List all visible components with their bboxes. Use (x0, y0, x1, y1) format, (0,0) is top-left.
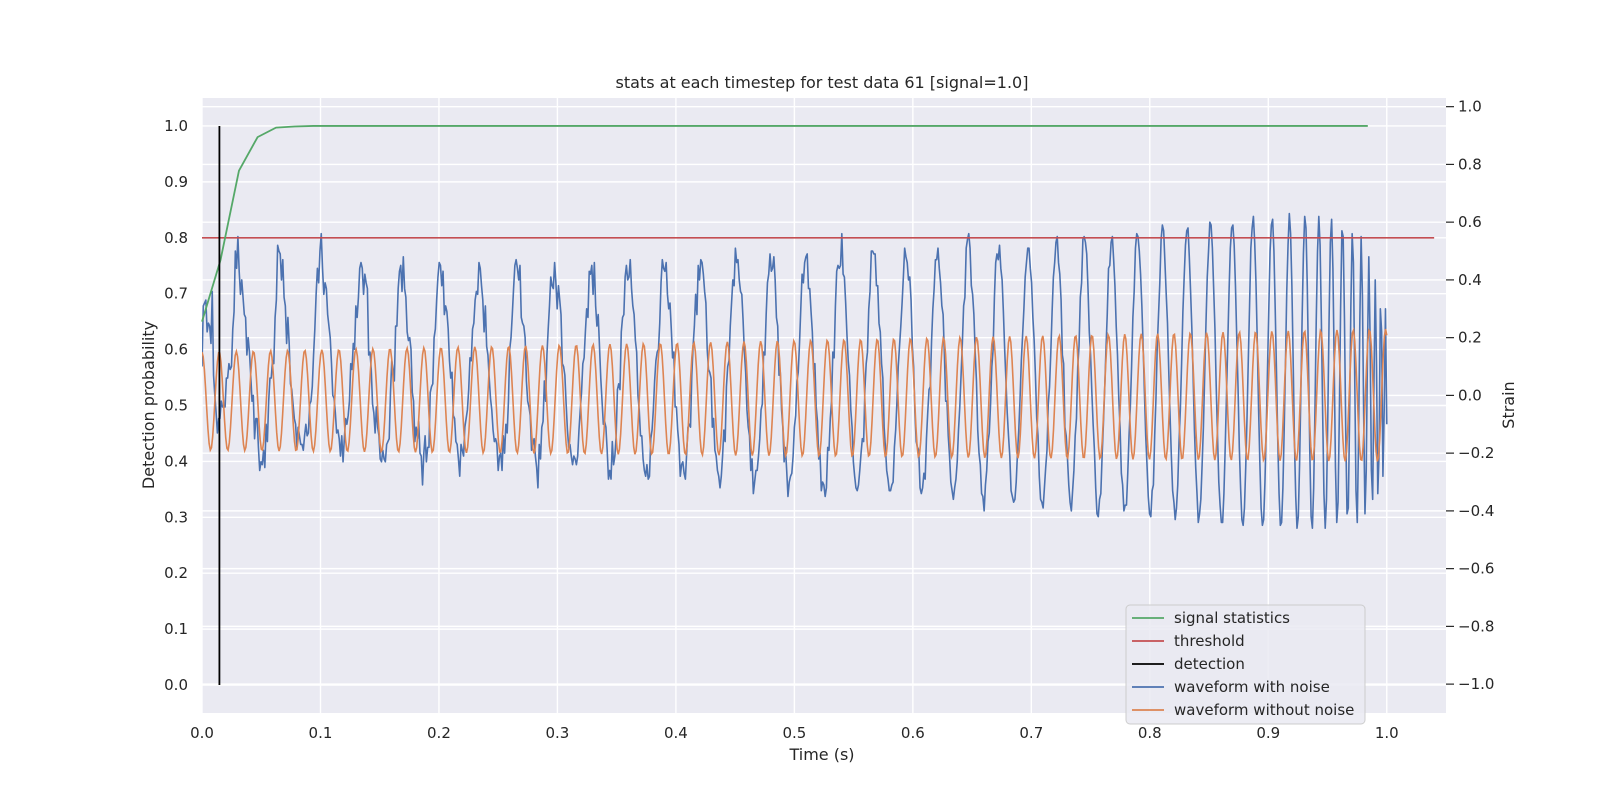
x-axis-title: Time (s) (788, 745, 854, 764)
legend-label: detection (1174, 655, 1245, 673)
x-tick-label: 0.2 (427, 724, 451, 742)
x-tick-label: 0.9 (1256, 724, 1280, 742)
legend-box (1125, 604, 1366, 725)
x-tick-label: 0.0 (190, 724, 214, 742)
y2-tick-label: −0.6 (1458, 560, 1494, 578)
legend-label: signal statistics (1174, 609, 1290, 627)
series-waveform-with-noise (202, 212, 1388, 530)
y2-tick-label: −0.2 (1458, 444, 1494, 462)
y-tick-label: 0.0 (164, 676, 188, 694)
chart-title: stats at each timestep for test data 61 … (616, 73, 1029, 92)
x-tick-label: 0.8 (1138, 724, 1162, 742)
y2-tick-label: −0.4 (1458, 502, 1494, 520)
x-tick-label: 0.6 (901, 724, 925, 742)
y-axis-left: 0.0 0.1 0.2 0.3 0.4 0.5 0.6 0.7 0.8 0.9 1.0 (164, 117, 188, 694)
y-axis-title: Detection probability (139, 321, 158, 489)
x-tick-label: 0.5 (782, 724, 806, 742)
x-tick-label: 0.7 (1019, 724, 1043, 742)
y2-tick-label: 0.6 (1458, 213, 1482, 231)
y2-tick-label: 0.4 (1458, 271, 1482, 289)
legend-label: waveform without noise (1174, 701, 1354, 719)
y-tick-label: 0.4 (164, 452, 188, 470)
x-tick-label: 1.0 (1375, 724, 1399, 742)
series-signal-statistics (201, 125, 1368, 322)
y2-tick-label: 0.0 (1458, 386, 1482, 404)
y2-tick-label: 1.0 (1458, 98, 1482, 116)
legend-label: waveform with noise (1174, 678, 1330, 696)
series-layer (201, 125, 1435, 686)
y2-axis-title: Strain (1499, 381, 1518, 428)
y-tick-label: 0.1 (164, 620, 188, 638)
y-tick-label: 0.5 (164, 397, 188, 415)
y-tick-label: 1.0 (164, 117, 188, 135)
y2-tick-label: 0.2 (1458, 329, 1482, 347)
y-tick-label: 0.2 (164, 564, 188, 582)
y-tick-label: 0.8 (164, 229, 188, 247)
y-axis-right: −1.0 −0.8 −0.6 −0.4 −0.2 0.0 0.2 0.4 0.6 0.8 1.0 (1446, 98, 1494, 693)
y2-tick-label: −0.8 (1458, 617, 1494, 635)
x-tick-label: 0.3 (545, 724, 569, 742)
y2-tick-label: −1.0 (1458, 675, 1494, 693)
legend-label: threshold (1174, 632, 1245, 650)
series-waveform-without-noise (202, 327, 1388, 464)
y-tick-label: 0.9 (164, 173, 188, 191)
x-tick-label: 0.4 (664, 724, 688, 742)
y-tick-label: 0.7 (164, 285, 188, 303)
x-axis: 0.0 0.1 0.2 0.3 0.4 0.5 0.6 0.7 0.8 0.9 1.0 (190, 724, 1399, 742)
legend: signal statistics threshold detection wavef… (1125, 604, 1366, 725)
y-tick-label: 0.6 (164, 341, 188, 359)
y-tick-label: 0.3 (164, 508, 188, 526)
x-tick-label: 0.1 (309, 724, 333, 742)
y2-tick-label: 0.8 (1458, 155, 1482, 173)
